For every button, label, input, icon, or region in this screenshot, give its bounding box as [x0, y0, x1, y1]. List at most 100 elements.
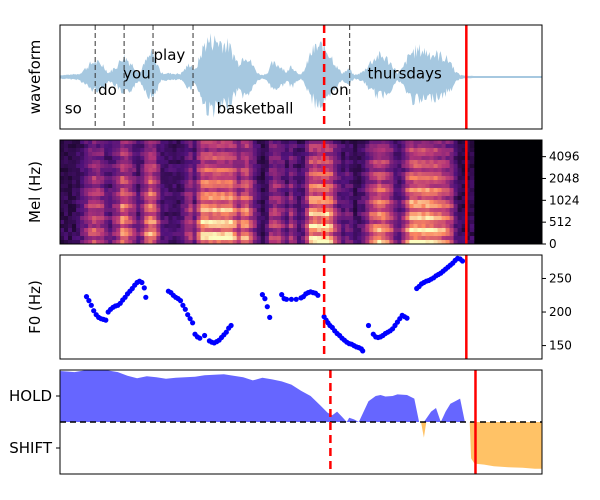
spectrogram-cell: [361, 176, 366, 181]
spectrogram-cell: [301, 180, 306, 185]
spectrogram-cell: [204, 208, 210, 213]
spectrogram-cell: [441, 140, 447, 145]
spectrogram-cell: [385, 192, 390, 197]
spectrogram-cell: [276, 236, 282, 241]
spectrogram-cell: [465, 204, 471, 209]
spectrogram-cell: [337, 148, 342, 153]
spectrogram-cell: [276, 188, 282, 193]
spectrogram-cell: [417, 216, 423, 221]
spectrogram-cell: [260, 204, 266, 209]
spectrogram-cell: [293, 228, 298, 233]
spectrogram-cell: [108, 200, 113, 205]
spectrogram-cell: [192, 176, 198, 181]
spectrogram-cell: [248, 164, 254, 169]
spectrogram-cell: [188, 224, 194, 229]
spectrogram-cell: [297, 184, 302, 189]
spectrogram-cell: [100, 228, 105, 233]
spectrogram-cell: [100, 168, 105, 173]
spectrogram-cell: [293, 200, 298, 205]
spectrogram-cell: [196, 224, 202, 229]
spectrogram-cell: [317, 140, 322, 145]
spectrogram-cell: [144, 208, 149, 213]
spectrogram-cell: [345, 172, 350, 177]
spectrogram-cell: [92, 192, 97, 197]
spectrogram-cell: [461, 228, 467, 233]
spectrogram-cell: [240, 188, 246, 193]
spectrogram-cell: [333, 192, 338, 197]
spectrogram-cell: [196, 140, 202, 145]
spectrogram-cell: [461, 232, 467, 237]
spectrogram-cell: [433, 144, 439, 149]
spectrogram-cell: [140, 180, 145, 185]
spectrogram-cell: [108, 180, 113, 185]
spectrogram-cell: [377, 152, 382, 157]
spectrogram-cell: [100, 204, 105, 209]
spectrogram-cell: [433, 176, 439, 181]
spectrogram-cell: [373, 196, 378, 201]
spectrogram-cell: [240, 236, 246, 241]
spectrogram-cell: [317, 224, 322, 229]
spectrogram-cell: [216, 160, 222, 165]
spectrogram-cell: [260, 176, 266, 181]
spectrogram-cell: [124, 140, 129, 145]
spectrogram-cell: [60, 140, 65, 145]
spectrogram-cell: [80, 232, 85, 237]
spectrogram-cell: [353, 220, 358, 225]
spectrogram-cell: [389, 208, 394, 213]
spectrogram-cell: [228, 204, 234, 209]
spectrogram-cell: [381, 212, 386, 217]
spectrogram-cell: [192, 184, 198, 189]
spectrogram-cell: [104, 228, 109, 233]
spectrogram-cell: [337, 168, 342, 173]
spectrogram-cell: [228, 232, 234, 237]
spectrogram-cell: [284, 196, 290, 201]
spectrogram-cell: [305, 168, 310, 173]
spectrogram-cell: [76, 188, 81, 193]
spectrogram-cell: [160, 208, 165, 213]
spectrogram-cell: [389, 188, 394, 193]
spectrogram-cell: [393, 148, 398, 153]
spectrogram-cell: [192, 148, 198, 153]
spectrogram-cell: [361, 172, 366, 177]
spectrogram-cell: [212, 212, 218, 217]
spectrogram-cell: [397, 156, 402, 161]
spectrogram-cell: [268, 164, 274, 169]
spectrogram-cell: [325, 240, 330, 244]
spectrogram-cell: [104, 140, 109, 145]
spectrogram-cell: [333, 212, 338, 217]
spectrogram-cell: [453, 232, 459, 237]
spectrogram-cell: [313, 236, 318, 241]
spectrogram-cell: [216, 140, 222, 145]
f0-point: [404, 315, 410, 321]
spectrogram-cell: [349, 156, 354, 161]
spectrogram-cell: [345, 180, 350, 185]
spectrogram-cell: [365, 180, 370, 185]
spectrogram-cell: [244, 216, 250, 221]
spectrogram-cell: [433, 208, 439, 213]
spectrogram-cell: [68, 224, 73, 229]
spectrogram-cell: [413, 240, 419, 244]
spectrogram-cell: [180, 204, 186, 209]
spectrogram-cell: [361, 192, 366, 197]
spectrogram-cell: [441, 188, 447, 193]
spectrogram-cell: [272, 236, 278, 241]
spectrogram-cell: [345, 208, 350, 213]
spectrogram-cell: [204, 224, 210, 229]
spectrogram-cell: [297, 200, 302, 205]
spectrogram-cell: [345, 224, 350, 229]
spectrogram-cell: [92, 168, 97, 173]
spectrogram-cell: [288, 196, 294, 201]
spectrogram-cell: [313, 224, 318, 229]
spectrogram-cell: [196, 240, 202, 244]
spectrogram-cell: [144, 228, 149, 233]
spectrogram-cell: [317, 184, 322, 189]
spectrogram-cell: [180, 168, 186, 173]
spectrogram-cell: [429, 204, 435, 209]
spectrogram-cell: [357, 212, 362, 217]
spectrogram-cell: [417, 176, 423, 181]
spectrogram-cell: [236, 164, 242, 169]
spectrogram-cell: [353, 212, 358, 217]
spectrogram-cell: [96, 168, 101, 173]
spectrogram-cell: [272, 204, 278, 209]
spectrogram-cell: [240, 208, 246, 213]
